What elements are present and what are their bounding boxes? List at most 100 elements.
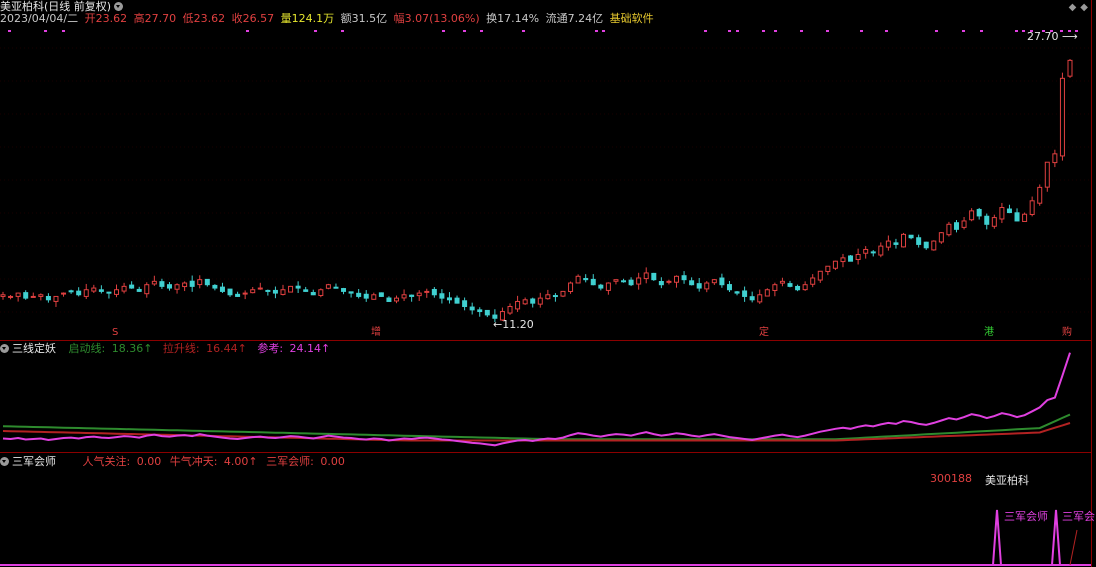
candle-body — [159, 281, 165, 287]
indicator2-sjs-label: 三军会师: — [266, 455, 318, 468]
bull-line — [1069, 529, 1078, 566]
candle-body — [386, 297, 392, 302]
candle-body — [227, 288, 233, 296]
candle-body — [30, 295, 36, 298]
event-marker-gang[interactable]: 港 — [984, 327, 994, 338]
high-price-label: 27.70 ⟶ — [1027, 30, 1078, 43]
dropdown-icon[interactable] — [114, 2, 124, 11]
signal-spike-1 — [992, 509, 1002, 566]
signal-dot — [442, 30, 445, 32]
candle-body — [953, 222, 959, 230]
candle-body — [893, 242, 899, 245]
candle-body — [189, 280, 195, 287]
candle-body — [999, 207, 1005, 220]
candle-body — [726, 284, 732, 291]
arrow-down-icon[interactable]: ◆ — [1080, 2, 1092, 13]
candle-body — [76, 290, 82, 296]
arrow-up-icon[interactable]: ◆ — [1068, 2, 1081, 13]
candle-body — [938, 232, 944, 243]
panel-separator-1[interactable] — [0, 340, 1092, 341]
candle-body — [1014, 212, 1020, 222]
candle-body — [779, 280, 785, 284]
indicator1-title[interactable]: 三线定妖 — [12, 342, 56, 355]
signal-dot — [1060, 30, 1063, 32]
candle-body — [575, 275, 581, 284]
candle-body — [810, 277, 816, 285]
candle-body — [825, 265, 831, 272]
candle-body — [795, 285, 801, 291]
reference-line — [2, 352, 1071, 447]
arrow-right-icon: ⟶ — [1062, 30, 1078, 43]
start-line — [2, 413, 1071, 441]
signal-dot — [728, 30, 731, 32]
event-marker-ding[interactable]: 定 — [759, 327, 769, 338]
quote-amount-label: 额 — [340, 12, 352, 25]
signal-dot — [826, 30, 829, 32]
candle-body — [8, 295, 14, 298]
candle-body — [628, 279, 634, 286]
indicator1-lift-label: 拉升线: — [162, 342, 204, 355]
signal-dot — [962, 30, 965, 32]
candle-body — [598, 284, 604, 289]
candle-body — [114, 289, 120, 295]
candle-body — [704, 282, 710, 290]
candle-body — [946, 223, 952, 236]
candle-body — [643, 272, 649, 280]
indicator2-sjs-value: 0.00 — [320, 455, 345, 468]
candle-body — [787, 283, 793, 287]
indicator2-title[interactable]: 三军会师 — [12, 455, 56, 468]
candle-body — [242, 292, 248, 295]
signal-dot — [935, 30, 938, 32]
candle-body — [45, 295, 51, 301]
signal-dot — [314, 30, 317, 32]
quote-amount: 31.5亿 — [351, 12, 388, 25]
candle-body — [545, 294, 551, 300]
candle-body — [1029, 200, 1035, 215]
signal-dot — [860, 30, 863, 32]
candle-body — [870, 251, 876, 254]
candle-body — [530, 298, 536, 304]
candle-body — [817, 270, 823, 281]
candle-body — [416, 292, 422, 297]
indicator1-dropdown-icon[interactable] — [0, 344, 9, 353]
candle-body — [673, 275, 679, 283]
candle-body — [409, 294, 415, 297]
event-marker-gou[interactable]: 购 — [1062, 327, 1072, 338]
nav-arrows[interactable]: ◆◆ — [1069, 2, 1092, 13]
signal-dots — [8, 30, 1078, 32]
candle-body — [855, 254, 861, 260]
candle-body — [976, 208, 982, 217]
candle-body — [931, 240, 937, 251]
candle-body — [341, 288, 347, 292]
stock-code-label: 300188 — [930, 472, 972, 485]
signal-dot — [736, 30, 739, 32]
candle-body — [333, 286, 339, 289]
indicator2-dropdown-icon[interactable] — [0, 457, 9, 466]
candle-body — [923, 241, 929, 249]
candle-body — [1067, 59, 1073, 77]
candle-body — [696, 283, 702, 289]
event-marker-zeng[interactable]: 增 — [371, 327, 381, 338]
indicator1-lift-value: 16.44↑ — [206, 342, 247, 355]
candle-body — [23, 292, 29, 299]
candle-body — [764, 289, 770, 297]
signal-dot — [1075, 30, 1078, 32]
indicator1-start-value: 18.36↑ — [111, 342, 153, 355]
signal-dot — [8, 30, 11, 32]
candle-body — [658, 281, 664, 286]
signal-dot — [480, 30, 483, 32]
event-marker-s[interactable]: S — [112, 327, 119, 338]
panel-separator-2[interactable] — [0, 452, 1092, 453]
quote-low-label: 低 — [182, 12, 194, 25]
signal-dot — [1050, 30, 1053, 32]
candle-body — [802, 284, 808, 291]
right-border — [1091, 0, 1092, 567]
quote-date: 2023/04/04/二 — [0, 12, 79, 25]
stock-name-title: 美亚柏科(日线 前复权) — [0, 0, 112, 13]
candle-body — [681, 275, 687, 281]
quote-volume-label: 量 — [280, 12, 292, 25]
stock-name-label: 美亚柏科 — [985, 474, 1029, 487]
candle-body — [348, 291, 354, 294]
candle-body — [605, 282, 611, 291]
